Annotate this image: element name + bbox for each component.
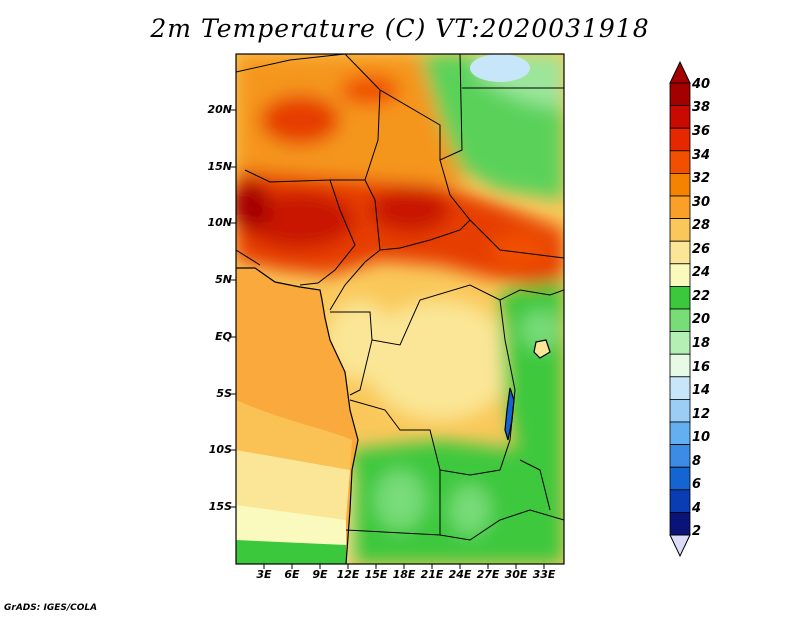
colorbar-label: 18: [692, 336, 711, 351]
lon-label: 18E: [392, 568, 416, 581]
page-title: 2m Temperature (C) VT:2020031918: [150, 14, 650, 43]
colorbar-box: [669, 376, 691, 400]
latitude-ticks: [231, 109, 236, 508]
colorbar-label: 36: [692, 124, 711, 139]
colorbar-box: [669, 82, 691, 107]
colorbar-label: 30: [692, 195, 711, 210]
lat-label: 15S: [208, 500, 232, 513]
colorbar-box: [669, 421, 691, 446]
colorbar-box: [669, 150, 691, 174]
colorbar-label: 34: [692, 148, 711, 163]
colorbar-label: 4: [692, 501, 702, 516]
lat-label: EQ: [215, 330, 232, 343]
colorbar-box: [669, 489, 691, 513]
lat-label: 5S: [216, 387, 232, 400]
colorbar-box: [669, 466, 691, 491]
colorbar-label: 14: [692, 383, 711, 398]
lon-label: 3E: [256, 568, 272, 581]
lat-label: 10N: [207, 216, 232, 229]
colorbar-box: [669, 308, 691, 333]
colorbar-label: 10: [692, 430, 711, 445]
colorbar-box: [669, 195, 691, 220]
map-frame: [235, 53, 565, 565]
lat-label: 10S: [208, 443, 232, 456]
colorbar-label: 20: [692, 312, 711, 327]
lat-label: 5N: [215, 273, 232, 286]
colorbar-top-arrow: [669, 60, 691, 84]
colorbar-label: 16: [692, 360, 711, 375]
longitude-ticks: [263, 564, 545, 569]
lon-label: 33E: [532, 568, 556, 581]
colorbar-box: [669, 512, 691, 536]
lon-label: 24E: [448, 568, 472, 581]
lon-label: 15E: [364, 568, 388, 581]
colorbar-label: 28: [692, 218, 711, 233]
colorbar-box: [669, 240, 691, 265]
colorbar-box: [669, 331, 691, 355]
colorbar-bottom-arrow: [669, 534, 691, 558]
colorbar-box: [669, 285, 691, 310]
colorbar-box: [669, 353, 691, 378]
colorbar-label: 6: [692, 477, 702, 492]
colorbar-box: [669, 444, 691, 468]
lon-label: 12E: [336, 568, 360, 581]
grads-credit: GrADS: IGES/COLA: [4, 603, 98, 613]
coastlines: [236, 267, 551, 564]
colorbar-label: 12: [692, 407, 711, 422]
lat-label: 20N: [207, 103, 232, 116]
lon-label: 6E: [284, 568, 300, 581]
colorbar-label: 38: [692, 100, 711, 115]
colorbar-label: 8: [692, 454, 702, 469]
colorbar-label: 22: [692, 289, 711, 304]
colorbar-label: 40: [692, 77, 711, 92]
colorbar-box: [669, 263, 691, 287]
colorbar-label: 26: [692, 242, 711, 257]
lon-label: 30E: [504, 568, 528, 581]
lat-label: 15N: [207, 160, 232, 173]
colorbar-label: 24: [692, 265, 711, 280]
colorbar-box: [669, 127, 691, 152]
colorbar-box: [669, 398, 691, 423]
country-borders: [236, 54, 564, 541]
colorbar-box: [669, 105, 691, 129]
temperature-field: [236, 54, 564, 564]
colorbar-box: [669, 172, 691, 197]
lon-label: 21E: [420, 568, 444, 581]
colorbar-label: 2: [692, 524, 702, 539]
colorbar: [669, 60, 691, 558]
colorbar-label: 32: [692, 171, 711, 186]
lon-label: 9E: [312, 568, 328, 581]
colorbar-box: [669, 218, 691, 242]
lon-label: 27E: [476, 568, 500, 581]
